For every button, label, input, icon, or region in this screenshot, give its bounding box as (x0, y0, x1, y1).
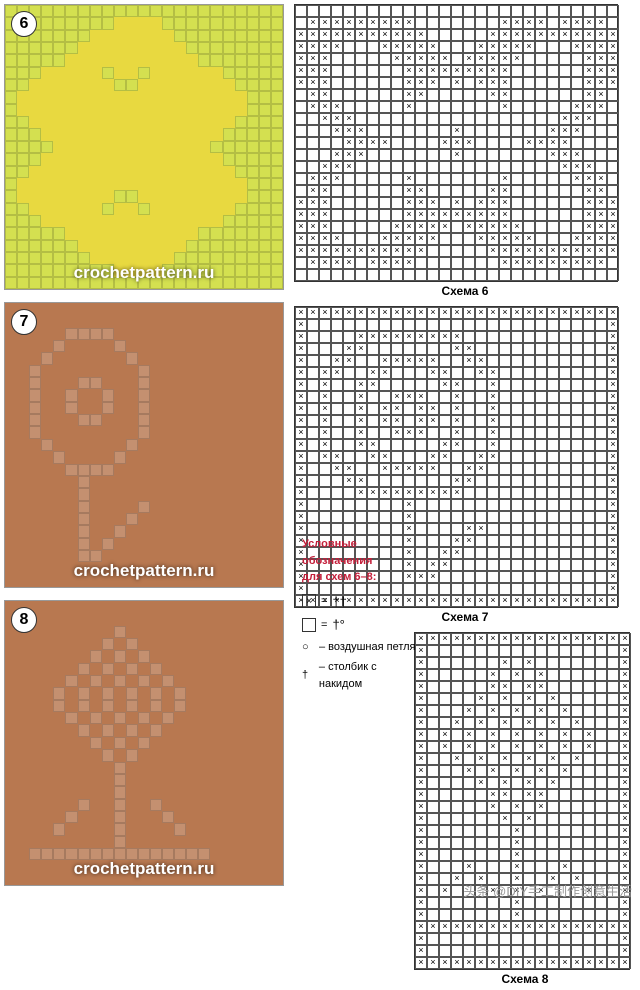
chart-block-8: ××××××××××××××××××××××××××××××××××××××××… (414, 632, 636, 986)
legend-row: = †° (302, 615, 422, 635)
watermark: crochetpattern.ru (5, 561, 283, 581)
chart-caption: Схема 8 (414, 972, 636, 986)
legend: Условные обозначениядля схем 6–8: ×= †† = … (302, 536, 422, 696)
photo-badge: 8 (11, 607, 37, 633)
photo-6: 6 crochetpattern.ru (4, 4, 284, 290)
photo-badge: 6 (11, 11, 37, 37)
legend-title: Условные обозначениядля схем 6–8: (302, 536, 422, 586)
chart-caption: Схема 6 (294, 284, 636, 298)
legend-row: ×= †† (302, 592, 422, 612)
legend-note: †– столбик с накидом (302, 659, 422, 692)
footer-watermark: 头条 @DIY手工制作创意生活 (464, 881, 632, 900)
legend-note: ○– воздушная петля (302, 639, 422, 656)
photos-column: 6 crochetpattern.ru 7 crochetpattern.ru 8 cro… (4, 4, 284, 986)
watermark: crochetpattern.ru (5, 263, 283, 283)
photo-7: 7 crochetpattern.ru (4, 302, 284, 588)
charts-column: ××××××××××××××××××××××××××××××××××××××××… (294, 4, 636, 986)
chart-block-6: ××××××××××××××××××××××××××××××××××××××××… (294, 4, 636, 298)
photo-8: 8 crochetpattern.ru (4, 600, 284, 886)
watermark: crochetpattern.ru (5, 859, 283, 879)
photo-badge: 7 (11, 309, 37, 335)
